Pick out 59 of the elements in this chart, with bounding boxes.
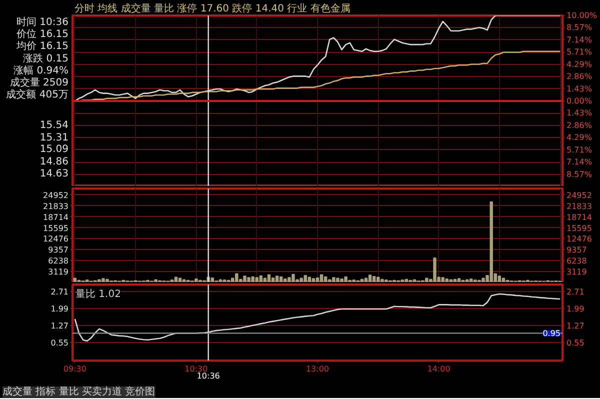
x-tick-label: 10:30 [184, 364, 208, 374]
text: 涨跌 0.15 [23, 52, 69, 64]
text: 涨幅 0.94% [14, 64, 69, 76]
y2-tick-label: 1.43% [566, 108, 592, 118]
y2-tick-label: 9357 [566, 246, 587, 255]
y-tick-label: 3119 [48, 268, 68, 277]
y2-tick-label: 2.71 [566, 287, 584, 296]
y-tick-label: 1.99 [50, 304, 68, 314]
y2-tick-label: 15595 [566, 224, 592, 233]
y-tick-label: 24952 [43, 190, 69, 200]
y-tick-label: 15.31 [40, 132, 69, 144]
y-tick-label: 1.27 [50, 322, 68, 331]
y2-tick-label: 2.86% [566, 72, 592, 82]
y2-tick-label: 5.71% [566, 145, 592, 154]
y2-tick-label: 12476 [566, 234, 592, 244]
y-tick-label: 2.71 [50, 287, 68, 296]
text: 均价 16.15 [16, 40, 69, 52]
y2-tick-label: 4.29% [566, 133, 592, 142]
text: 成交量 指标 量比 买卖力道 竞价图 [2, 386, 156, 398]
y-tick-label: 6238 [48, 256, 68, 266]
y-tick-label: 21833 [43, 202, 69, 211]
y2-tick-label: 18714 [566, 212, 592, 222]
y-tick-label: 9357 [48, 246, 68, 255]
y-tick-label: 18714 [43, 212, 69, 222]
y2-tick-label: 1.27 [566, 322, 584, 331]
y-tick-label: 14.63 [40, 168, 69, 180]
text: 时间 10:36 [16, 16, 69, 28]
y2-tick-label: 0.55 [566, 338, 584, 348]
text: 价位 16.15 [16, 28, 69, 40]
y2-tick-label: 0.00% [566, 96, 592, 106]
x-tick-label: 10:36 [196, 372, 220, 380]
y2-tick-label: 7.14% [566, 158, 592, 167]
y2-tick-label: 3119 [566, 268, 587, 277]
x-tick-label: 09:30 [63, 364, 86, 374]
y2-tick-label: 24952 [566, 190, 592, 200]
y2-tick-label: 5.71% [566, 48, 592, 57]
x-tick-label: 14:00 [427, 364, 450, 374]
text: 成交额 405万 [6, 88, 68, 100]
y-tick-label: 15595 [43, 224, 69, 233]
y-tick-label: 14.86 [40, 156, 69, 168]
annotation: 分时 均线 成交量 量比 涨停 17.60 跌停 14.40 行业 有色金属 [74, 2, 350, 14]
y2-tick-label: 8.57% [566, 170, 592, 179]
x-tick-label: 13:00 [306, 364, 330, 374]
y2-tick-label: 4.29% [566, 60, 592, 69]
ref-line-label: 0.95 [542, 329, 560, 338]
y2-tick-label: 2.86% [566, 120, 592, 130]
y2-tick-label: 8.57% [566, 23, 592, 32]
y2-tick-label: 21833 [566, 202, 592, 211]
text: 成交量 2509 [10, 76, 69, 88]
y2-tick-label: 10.00% [566, 11, 598, 20]
y2-tick-label: 7.14% [566, 35, 592, 44]
y-tick-label: 15.09 [40, 144, 69, 156]
y2-tick-label: 1.99 [566, 304, 584, 314]
annotation: 量比 1.02 [76, 288, 121, 300]
y-tick-label: 0.55 [50, 338, 68, 348]
y2-tick-label: 6238 [566, 256, 587, 266]
y2-tick-label: 1.43% [566, 84, 592, 94]
y-tick-label: 12476 [43, 234, 69, 244]
y-tick-label: 15.54 [40, 120, 69, 132]
